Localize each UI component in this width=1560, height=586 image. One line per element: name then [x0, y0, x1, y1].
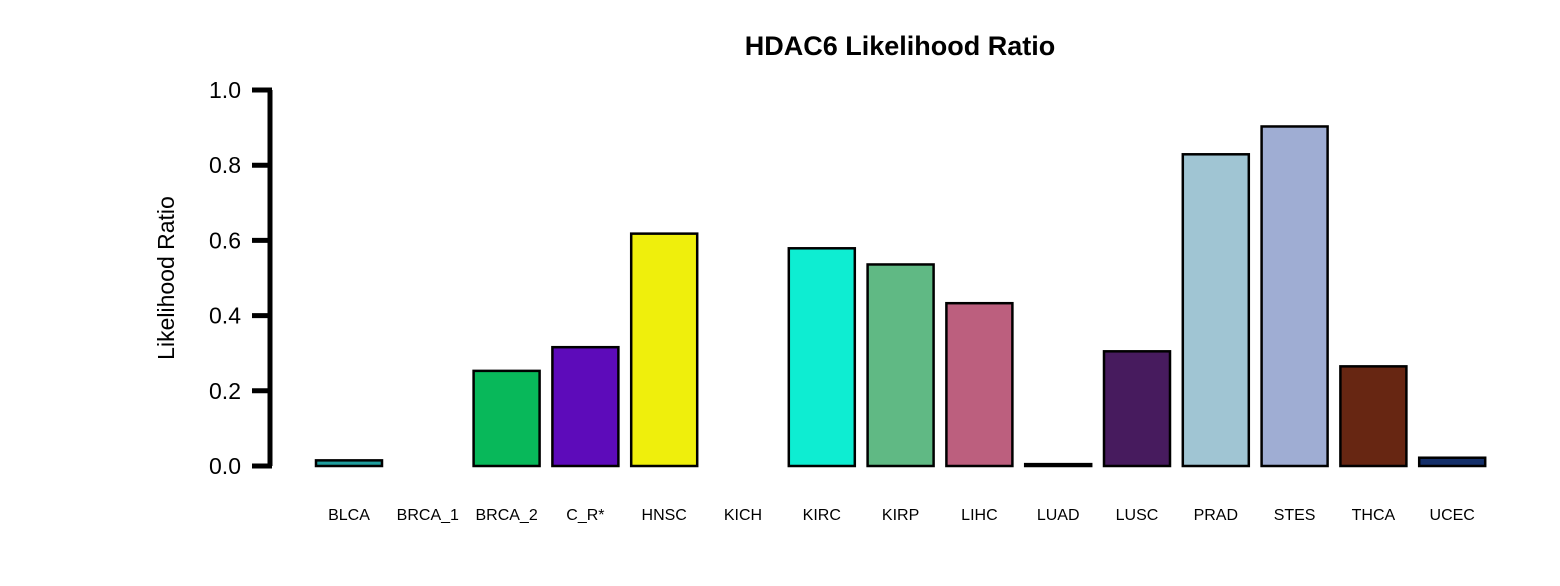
- y-tick-label: 0.6: [209, 227, 241, 253]
- bar-stes: [1260, 125, 1329, 468]
- x-tick-label: THCA: [1352, 507, 1396, 524]
- bar-ucec: [1417, 456, 1487, 468]
- x-tick-label: LUSC: [1116, 507, 1159, 524]
- bar-brca-2: [472, 369, 541, 468]
- y-tick-label: 0.0: [209, 453, 241, 479]
- x-tick-label: LIHC: [961, 507, 997, 524]
- y-tick-label: 1.0: [209, 77, 241, 103]
- x-tick-label: KIRP: [882, 507, 919, 524]
- x-tick-label: UCEC: [1430, 507, 1475, 524]
- x-tick-label: BRCA_2: [475, 507, 537, 524]
- x-tick-label: KIRC: [803, 507, 841, 524]
- bar-blca: [314, 459, 384, 468]
- bars-group: [314, 125, 1487, 468]
- x-tick-label: BLCA: [328, 507, 370, 524]
- y-axis-ticks: 0.0 0.2 0.4 0.6 0.8 1.0: [209, 77, 272, 479]
- bar-kirc: [787, 247, 857, 468]
- y-tick-label: 0.2: [209, 378, 241, 404]
- bar-hnsc: [629, 232, 699, 468]
- bar-lihc: [945, 301, 1014, 468]
- chart-title: HDAC6 Likelihood Ratio: [745, 31, 1056, 61]
- x-tick-label: KICH: [724, 507, 762, 524]
- x-tick-label: PRAD: [1194, 507, 1238, 524]
- bar-prad: [1181, 153, 1251, 468]
- bar-kirp: [866, 263, 935, 468]
- y-axis-label: Likelihood Ratio: [153, 196, 179, 360]
- y-tick-label: 0.8: [209, 152, 241, 178]
- y-tick-label: 0.4: [209, 303, 241, 329]
- x-tick-label: LUAD: [1037, 507, 1080, 524]
- bar-luad: [1023, 462, 1093, 468]
- bar-c-r: [551, 345, 620, 468]
- bar-lusc: [1102, 350, 1172, 468]
- x-tick-label: C_R*: [566, 507, 604, 524]
- bar-thca: [1339, 365, 1408, 468]
- x-tick-label: BRCA_1: [397, 507, 459, 524]
- x-axis-tick-labels: BLCA BRCA_1 BRCA_2 C_R* HNSC KICH KIRC KIRP LIHC…: [328, 507, 1475, 524]
- x-tick-label: STES: [1274, 507, 1316, 524]
- x-tick-label: HNSC: [642, 507, 687, 524]
